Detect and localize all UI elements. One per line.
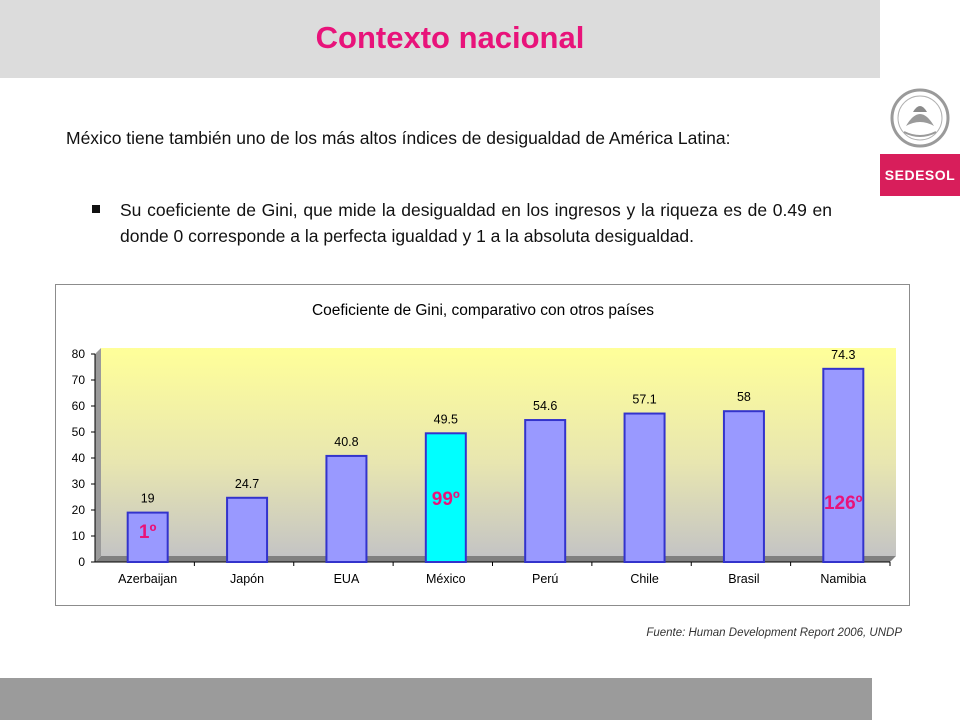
data-label: 49.5 (434, 412, 458, 426)
bar-perú (524, 419, 567, 563)
x-tick-label: Chile (630, 572, 659, 586)
data-label: 24.7 (235, 477, 259, 491)
rank-annotation: 99º (432, 489, 460, 510)
bullet-text: Su coeficiente de Gini, que mide la desi… (120, 200, 832, 246)
square-bullet-icon (92, 205, 100, 213)
coat-of-arms-icon (890, 88, 950, 148)
data-label: 57.1 (632, 393, 656, 407)
page-title: Contexto nacional (315, 20, 585, 55)
bar-azerbaijan (126, 511, 169, 564)
source-note: Fuente: Human Development Report 2006, U… (646, 627, 902, 639)
x-tick-label: Japón (230, 572, 264, 586)
plot-area (101, 348, 896, 556)
y-tick-label: 80 (72, 347, 86, 361)
x-tick-label: EUA (334, 572, 360, 586)
x-tick-label: Azerbaijan (118, 572, 177, 586)
data-label: 19 (141, 492, 155, 506)
chart-title: Coeficiente de Gini, comparativo con otr… (312, 302, 654, 319)
y-tick-label: 20 (72, 503, 86, 517)
chart-container: Coeficiente de Gini, comparativo con otr… (55, 284, 910, 606)
bar-namibia (822, 367, 865, 563)
plot-floor (95, 556, 896, 562)
data-label: 74.3 (831, 348, 855, 362)
rank-annotation: 1º (139, 522, 157, 543)
sedesol-logo: SEDESOL (880, 154, 960, 196)
x-tick-label: Brasil (728, 572, 759, 586)
x-tick-label: México (426, 572, 466, 586)
gini-bar-chart: Coeficiente de Gini, comparativo con otr… (72, 302, 896, 586)
y-tick-label: 0 (78, 555, 85, 569)
rank-annotation: 126º (824, 493, 863, 514)
data-label: 58 (737, 390, 751, 404)
x-tick-label: Perú (532, 572, 558, 586)
x-tick-label: Namibia (820, 572, 866, 586)
y-tick-label: 50 (72, 425, 86, 439)
footer-bar (0, 678, 872, 720)
bar-chile (623, 412, 666, 563)
data-label: 54.6 (533, 399, 557, 413)
y-tick-label: 70 (72, 373, 86, 387)
bar-méxico (424, 432, 467, 563)
y-tick-label: 30 (72, 477, 86, 491)
plot-side-wall (95, 348, 101, 562)
bar-eua (325, 454, 368, 563)
title-bar (0, 0, 880, 78)
bar-japón (226, 496, 269, 563)
y-tick-label: 60 (72, 399, 86, 413)
intro-paragraph: México tiene también uno de los más alto… (66, 128, 731, 148)
y-tick-label: 10 (72, 529, 86, 543)
data-label: 40.8 (334, 435, 358, 449)
y-tick-label: 40 (72, 451, 86, 465)
bar-brasil (722, 410, 765, 563)
